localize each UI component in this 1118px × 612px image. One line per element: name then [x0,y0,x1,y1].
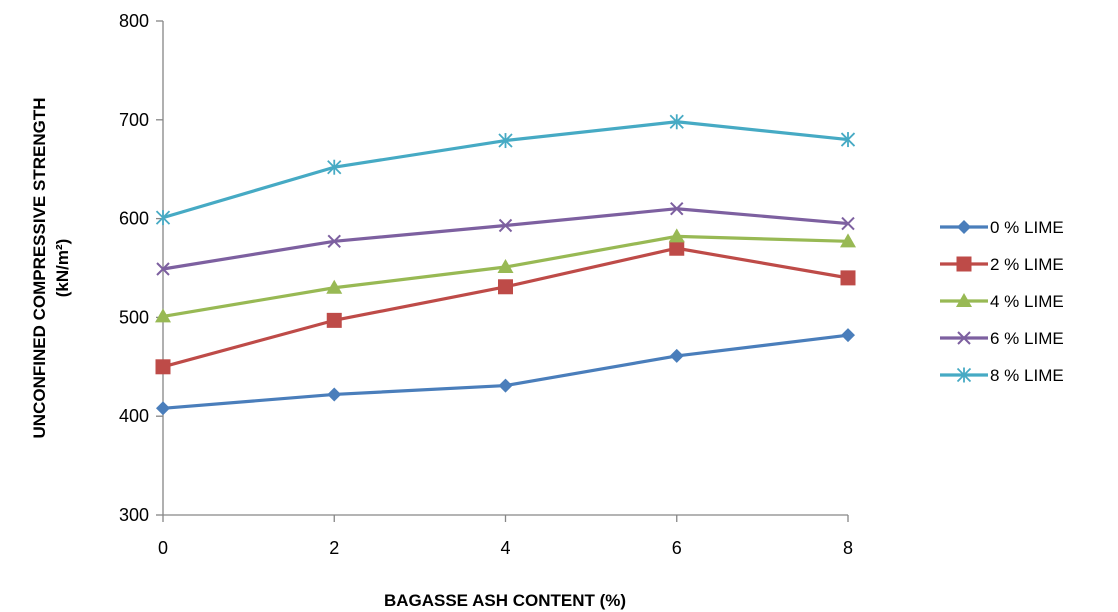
triangle-marker-shape [155,308,171,323]
axes: 300 400 500 600 700 800 0 2 4 6 8 [119,11,853,558]
data-point [840,132,856,148]
triangle-marker-shape [326,279,343,294]
data-point [155,210,171,226]
series-line [162,333,849,410]
legend-label: 2 % LIME [990,255,1064,274]
legend-label: 4 % LIME [990,292,1064,311]
y-tick-label: 800 [119,11,149,31]
y-axis-title-line1: UNCONFINED COMPRESSIVE STRENGTH [30,98,49,439]
legend-item: 4 % LIME [940,292,1064,311]
legend-label: 6 % LIME [990,329,1064,348]
x-tick-label: 0 [158,538,168,558]
data-point [155,359,171,375]
legend-label: 0 % LIME [990,218,1064,237]
x-marker-stroke [670,202,684,216]
diamond-marker-shape [957,220,971,234]
x-marker-stroke [498,218,513,233]
diamond-marker-shape [498,378,513,393]
triangle-marker-shape [956,293,972,307]
data-point [668,228,685,243]
y-tick-label: 500 [119,307,149,327]
x-tick-label: 2 [329,538,339,558]
series-line [162,234,849,318]
data-point [840,233,856,248]
data-point [669,240,685,256]
data-point [327,234,341,249]
data-point [498,279,513,295]
triangle-marker-shape [840,233,856,248]
legend-swatch-marker [956,256,972,272]
x-marker-stroke [156,262,170,276]
x-marker-stroke [957,331,971,345]
diamond-marker-shape [669,348,684,363]
legend: 0 % LIME 2 % LIME 4 % LIME 6 % LIME 8 % LIME [940,218,1064,385]
data-point [669,114,684,130]
square-marker-shape [155,359,171,375]
data-point [327,159,342,175]
legend-item: 6 % LIME [940,329,1064,348]
legend-swatch-marker [956,293,972,307]
y-tick-label: 700 [119,110,149,130]
square-marker-shape [956,256,972,272]
data-point [670,202,684,216]
diamond-marker-shape [327,387,342,402]
y-tick-label: 600 [119,209,149,229]
data-point [841,216,855,231]
legend-item: 0 % LIME [940,218,1064,237]
series-4 [155,114,856,226]
square-marker-shape [840,270,856,286]
legend-swatch-marker [957,220,971,234]
series-2 [155,228,856,323]
legend-item: 2 % LIME [940,255,1064,274]
legend-item: 8 % LIME [940,366,1064,385]
data-point [326,312,342,328]
data-point [156,262,170,276]
y-tick-label: 400 [119,406,149,426]
diamond-marker-shape [156,401,170,416]
triangle-marker-shape [668,228,685,243]
triangle-marker-shape [497,259,514,274]
data-point [840,270,856,286]
data-point [498,378,513,393]
legend-label: 8 % LIME [990,366,1064,385]
x-tick-label: 6 [672,538,682,558]
legend-swatch-marker [956,367,972,383]
x-axis-title: BAGASSE ASH CONTENT (%) [384,591,626,610]
series-1 [155,240,856,375]
x-tick-label: 4 [500,538,510,558]
data-point [155,308,171,323]
series-3 [156,202,855,276]
data-point [498,218,513,233]
series-layer [155,114,856,416]
series-0 [156,328,855,416]
x-marker-stroke [327,234,341,249]
y-tick-label: 300 [119,505,149,525]
square-marker-shape [669,240,685,256]
data-point [497,259,514,274]
legend-swatch-marker [957,331,971,345]
y-axis-title-line2: (kN/m²) [53,239,72,298]
data-point [326,279,343,294]
data-point [327,387,342,402]
square-marker-shape [326,312,342,328]
data-point [841,328,855,343]
x-marker-stroke [841,216,855,231]
x-tick-label: 8 [843,538,853,558]
data-point [669,348,684,363]
data-point [498,133,513,149]
diamond-marker-shape [841,328,855,343]
data-point [156,401,170,416]
square-marker-shape [498,279,513,295]
